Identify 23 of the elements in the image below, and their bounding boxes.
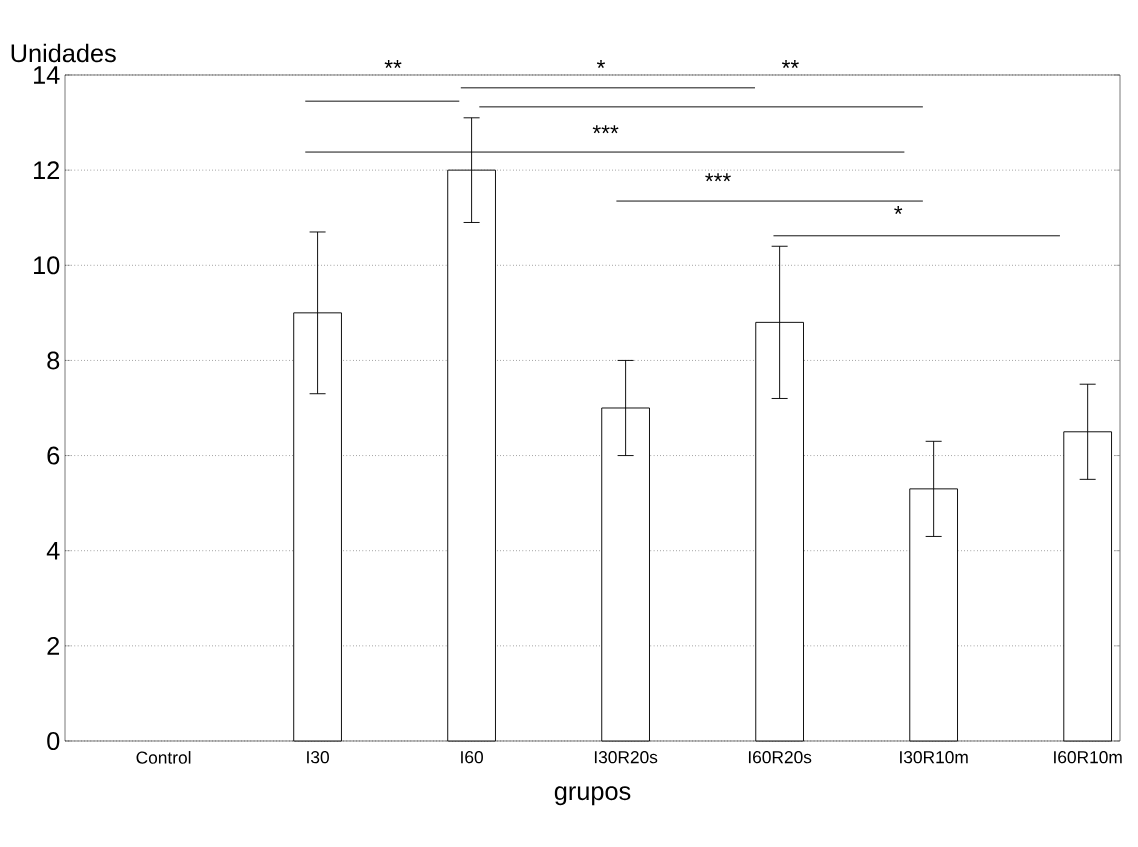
y-tick-label: 4 xyxy=(46,542,60,560)
y-tick-label: 14 xyxy=(34,66,60,84)
y-tick-label: 6 xyxy=(47,446,60,465)
text: ** xyxy=(781,60,799,69)
annotation: * xyxy=(894,206,903,215)
y-tick-label: 10 xyxy=(34,256,60,275)
y-tick-label: 2 xyxy=(47,637,60,655)
annotation: *** xyxy=(592,125,619,134)
x-tick-label: I60R20s xyxy=(748,751,812,764)
y-tick-label: 8 xyxy=(47,351,60,370)
y-tick-label: 0 xyxy=(47,732,60,750)
y-tick-label: 12 xyxy=(34,161,60,179)
x-tick-label: I30R20s xyxy=(594,751,658,764)
x-tick-label: I60R10m xyxy=(1054,751,1122,764)
x-axis-title: grupos xyxy=(554,786,631,806)
x-tick-label: Control xyxy=(136,751,191,764)
annotation: *** xyxy=(705,173,731,182)
x-tick-label: I30 xyxy=(307,751,329,764)
text: * xyxy=(596,60,606,69)
x-tick-label: I30R10m xyxy=(900,751,968,764)
y-axis-title: Unidades xyxy=(11,43,116,63)
x-tick-label: I60 xyxy=(461,751,483,764)
text: ** xyxy=(384,60,402,69)
